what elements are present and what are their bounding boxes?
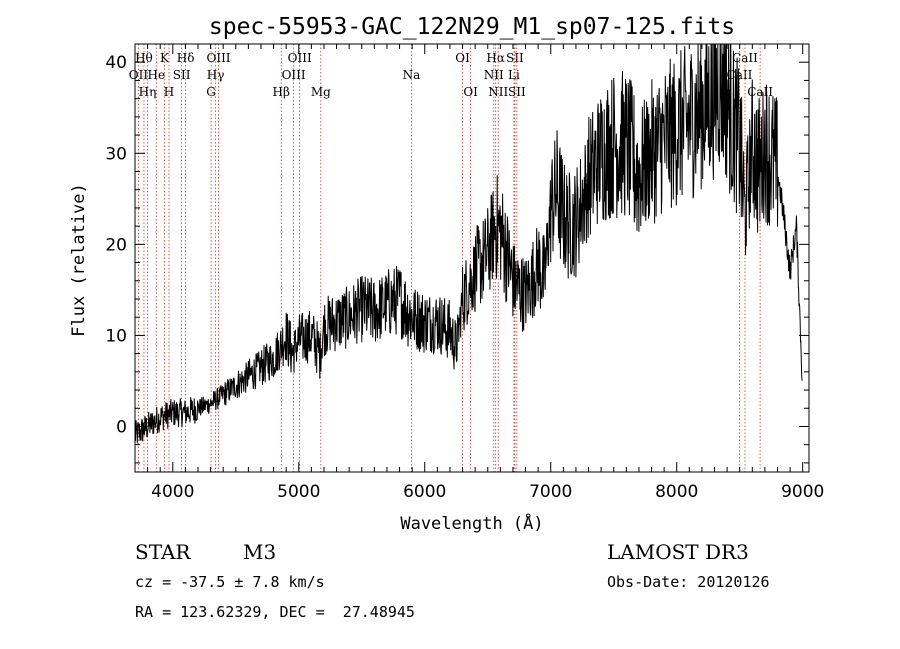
spectral-line-label: NII xyxy=(484,68,504,82)
x-tick-label: 6000 xyxy=(403,482,446,502)
spectral-line-label: OIII xyxy=(288,51,312,65)
spectral-line-label: Hη xyxy=(139,85,157,99)
flux-line xyxy=(134,43,803,444)
object-class: STAR xyxy=(135,540,191,564)
spectral-line-label: Mg xyxy=(311,85,331,99)
y-tick-label: 20 xyxy=(105,235,127,255)
spectral-line-label: Hδ xyxy=(177,51,195,65)
spectral-line-label: NII xyxy=(488,85,508,99)
chart-title: spec-55953-GAC_122N29_M1_sp07-125.fits xyxy=(209,14,735,40)
spectral-line-label: OIII xyxy=(206,51,230,65)
spectral-line-label: Hθ xyxy=(135,51,153,65)
spectral-line-label: Hα xyxy=(486,51,505,65)
spectral-line-label: OI xyxy=(463,85,478,99)
y-tick-label: 10 xyxy=(105,326,127,346)
object-subclass: M3 xyxy=(243,540,277,564)
x-tick-label: 4000 xyxy=(151,482,194,502)
spectral-line-label: Hβ xyxy=(273,85,290,99)
survey-name: LAMOST DR3 xyxy=(607,540,749,564)
y-tick-label: 40 xyxy=(105,53,127,73)
x-axis-label: Wavelength (Å) xyxy=(400,512,543,534)
spectral-line-label: SII xyxy=(508,85,526,99)
spectral-line-markers: OII Hθ Hη He K H SII Hδ G Hγ OIII Hβ OIII OIII Mg Na OI O… xyxy=(129,44,773,472)
plot-frame xyxy=(134,43,810,473)
flux-series xyxy=(134,43,803,444)
observation-date: Obs-Date: 20120126 xyxy=(607,573,770,591)
y-tick-label: 0 xyxy=(116,417,127,437)
y-axis-label: Flux (relative) xyxy=(69,183,89,337)
sky-coordinates: RA = 123.62329, DEC = 27.48945 xyxy=(135,603,415,621)
spectral-line-label: K xyxy=(160,51,170,65)
spectral-line-label: SII xyxy=(506,51,524,65)
spectral-line-label: OII xyxy=(129,68,149,82)
spectral-line-label: Na xyxy=(403,68,421,82)
x-tick-label: 7000 xyxy=(529,482,572,502)
spectral-line-label: Li xyxy=(508,68,520,82)
y-tick-label: 30 xyxy=(105,144,127,164)
spectral-line-label: OI xyxy=(455,51,470,65)
x-tick-label: 8000 xyxy=(655,482,698,502)
x-tick-label: 9000 xyxy=(781,482,824,502)
spectral-line-label: H xyxy=(164,85,174,99)
spectral-line-label: CaII xyxy=(732,51,758,65)
spectral-line-label: SII xyxy=(173,68,191,82)
redshift-velocity: cz = -37.5 ± 7.8 km/s xyxy=(135,573,325,591)
spectral-line-label: Hγ xyxy=(207,68,225,82)
x-tick-label: 5000 xyxy=(277,482,320,502)
spectral-line-label: G xyxy=(206,85,216,99)
axis-ticks: 4000 5000 6000 7000 8000 9000 0 10 20 30 40 xyxy=(105,43,824,502)
spectral-line-label: OIII xyxy=(282,68,306,82)
spectral-line-label: He xyxy=(148,68,166,82)
